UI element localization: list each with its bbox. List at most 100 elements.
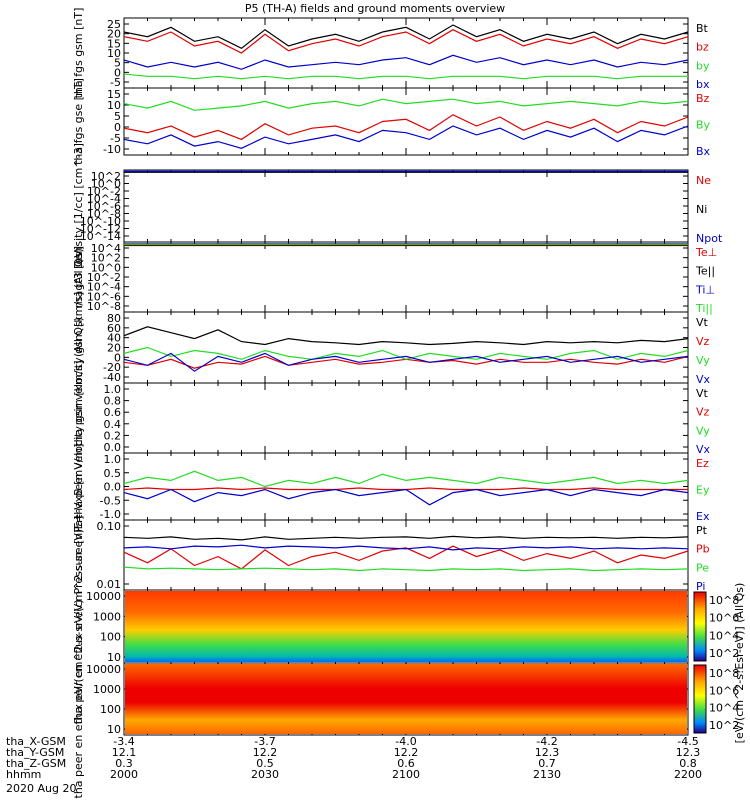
ylabel-peir_spectrogram: tha peir en eflux eV/(cm^2-s-sr-eV) <box>72 529 85 724</box>
ytick-label: 60 <box>107 322 121 335</box>
series-line-fgs_gsm-bz <box>123 29 689 54</box>
series-line-peir_velocity-Vt <box>123 326 689 346</box>
panel-frame-peer_velocity <box>123 382 689 454</box>
axis-row-label: hhmm <box>6 768 41 781</box>
legend-label: Pt <box>696 524 708 537</box>
ytick-label: -10 <box>103 143 121 156</box>
ytick-label: 10^-4 <box>87 281 121 294</box>
ytick-label: 0.4 <box>104 418 122 431</box>
ytick-label: -5 <box>110 76 121 89</box>
xtick-label: 0.6 <box>397 757 415 770</box>
legend-label: Pe <box>696 561 709 574</box>
ytick-label: 0 <box>114 351 121 364</box>
panel-frame-density <box>123 169 689 243</box>
ylabel-density: Density [1/cc] [cm^-3] <box>72 143 85 269</box>
ylabel-peer_velocity: tha peer velocity gsm [km/s] (All Qs) <box>72 317 85 519</box>
ytick-label: 15 <box>107 37 121 50</box>
series-line-pressure-Pi <box>123 544 689 551</box>
ytick-label: 10 <box>107 99 121 112</box>
ytick-label: 10000 <box>86 590 121 603</box>
xtick-label: 12.3 <box>535 746 560 759</box>
colorbar <box>693 591 707 662</box>
ytick-label: 0 <box>114 121 121 134</box>
ytick-label: 10^-8 <box>87 208 121 221</box>
legend-label: By <box>696 119 711 132</box>
xtick-label: 0.5 <box>256 757 274 770</box>
legend-label: Vz <box>696 406 710 419</box>
ytick-label: 1000 <box>93 610 121 623</box>
series-line-fgs_gsm-by <box>123 73 688 80</box>
legend-label: Ex <box>696 510 710 523</box>
spectrogram-image <box>125 664 687 734</box>
legend-label: Vy <box>696 354 710 367</box>
legend-label: Ez <box>696 457 709 470</box>
series-line-pressure-Pe <box>123 566 689 572</box>
colorbar-tick: 10^4 <box>709 702 739 715</box>
axis-row-label: tha_Z-GSM <box>6 757 66 770</box>
colorbar-tick: 10^6 <box>709 612 739 625</box>
xtick-label: 2030 <box>251 768 279 781</box>
ytick-label: 0.6 <box>104 406 122 419</box>
panel-frame-pressure <box>123 519 689 591</box>
series-line-fgs_gsm-bx <box>123 54 689 70</box>
date-label: 2020 Aug 20 <box>6 782 77 795</box>
ytick-label: -0.5 <box>100 494 121 507</box>
ytick-label: 10^2 <box>91 252 121 265</box>
legend-label: Vz <box>696 335 710 348</box>
panel-frame-peir_velocity <box>123 311 689 384</box>
legend-label: Ti⊥ <box>695 283 715 296</box>
chart-title: P5 (TH-A) fields and ground moments over… <box>245 2 505 15</box>
legend-label: Pi <box>696 580 705 593</box>
ytick-label: 10^-14 <box>80 230 121 243</box>
ytick-label: 10 <box>107 651 121 664</box>
legend-label: Vt <box>696 387 709 400</box>
xtick-label: 12.3 <box>676 746 701 759</box>
series-line-e_field-Ex <box>123 488 689 506</box>
ytick-label: 0.01 <box>97 578 122 591</box>
panel-frame-e_field <box>123 452 689 521</box>
legend-label: Te|| <box>695 265 715 278</box>
panel-frame-temperature <box>123 241 689 313</box>
ylabel-fgs_gse: tha fgs gse [nT] <box>72 78 85 165</box>
ytick-label: 10^-6 <box>87 200 121 213</box>
ytick-label: 0.0 <box>104 481 122 494</box>
legend-label: Te⊥ <box>695 246 717 259</box>
ytick-label: 10^-4 <box>87 193 121 206</box>
series-line-fgs_gse-Bx <box>123 125 689 149</box>
xtick-label: 2000 <box>110 768 138 781</box>
xtick-label: -4.2 <box>536 735 557 748</box>
ytick-label: 10^-6 <box>87 290 121 303</box>
panel-frame-fgs_gse <box>123 87 689 156</box>
series-line-peir_velocity-Vx <box>123 352 689 372</box>
ylabel-peir_velocity: tha peir velocity gsm [km/s] (All Qs) <box>72 248 85 446</box>
ytick-label: 1.0 <box>104 453 122 466</box>
ylabel-e_field: E=-VxB [mV/m] <box>72 444 85 530</box>
xtick-label: 0.3 <box>115 757 133 770</box>
ytick-label: 1000 <box>93 683 121 696</box>
xtick-label: 2200 <box>674 768 702 781</box>
series-line-fgs_gse-By <box>123 98 689 111</box>
xtick-label: 2130 <box>533 768 561 781</box>
ytick-label: 10^-10 <box>80 215 121 228</box>
ytick-label: 10^0 <box>91 178 121 191</box>
xtick-label: -4.0 <box>395 735 416 748</box>
legend-label: Vx <box>696 373 711 386</box>
colorbar-tick: 10^6 <box>709 684 739 697</box>
legend-label: by <box>696 59 710 72</box>
ytick-label: 5 <box>114 57 121 70</box>
spectrogram-image <box>125 591 687 662</box>
ytick-label: 10 <box>107 723 121 736</box>
legend-label: Npot <box>696 232 723 245</box>
legend-label: bx <box>696 78 710 91</box>
ytick-label: 100 <box>100 703 121 716</box>
ytick-label: 20 <box>107 342 121 355</box>
axis-row-label: tha_X-GSM <box>6 735 66 748</box>
colorbar-tick: 10^2 <box>709 719 739 732</box>
legend-label: Ey <box>696 484 710 497</box>
ytick-label: 40 <box>107 332 121 345</box>
ytick-label: 10^2 <box>91 170 121 183</box>
ytick-label: 10 <box>107 47 121 60</box>
ytick-label: 1.0 <box>104 383 122 396</box>
series-line-e_field-Ey <box>123 470 689 488</box>
